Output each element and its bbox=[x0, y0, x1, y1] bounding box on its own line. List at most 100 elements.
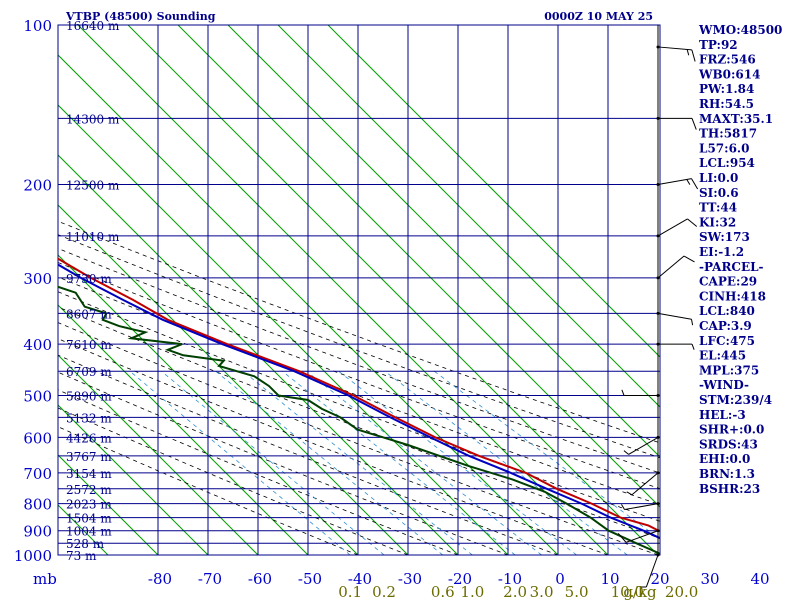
pressure-tick-label: 1000 bbox=[14, 547, 52, 565]
wind-barb bbox=[621, 502, 660, 511]
index-text: BRN:1.3 bbox=[699, 467, 755, 481]
index-text: HEL:-3 bbox=[699, 408, 746, 422]
temperature-tick-label: -50 bbox=[298, 570, 322, 588]
height-label: 3767 m bbox=[66, 450, 112, 464]
wind-barb-staff bbox=[645, 554, 659, 588]
wind-barb-staff bbox=[628, 436, 659, 455]
parcel-profile bbox=[58, 263, 660, 540]
isotherm-line bbox=[58, 354, 259, 555]
height-label: 6709 m bbox=[66, 365, 112, 379]
wind-barb-dot bbox=[656, 234, 660, 238]
wind-barb-dot bbox=[656, 183, 660, 187]
wind-barb-staff bbox=[631, 472, 659, 496]
wind-barb-staff bbox=[625, 530, 659, 543]
index-text: SI:0.6 bbox=[699, 186, 739, 200]
height-label: 1004 m bbox=[66, 525, 112, 539]
height-label: 9730 m bbox=[66, 272, 112, 286]
height-label: 73 m bbox=[66, 549, 97, 563]
pressure-tick-label: 900 bbox=[23, 523, 52, 541]
index-text: TP:92 bbox=[699, 38, 738, 52]
wind-barb-dot bbox=[656, 502, 660, 506]
wind-barb bbox=[656, 45, 696, 62]
wind-barb-flag bbox=[683, 255, 695, 263]
index-text: CAP:3.9 bbox=[699, 319, 752, 333]
temperature-tick-label: -60 bbox=[248, 570, 272, 588]
index-text: BSHR:23 bbox=[699, 482, 760, 496]
mixing-ratio-label: 5.0 bbox=[565, 583, 589, 600]
dry-adiabat-line bbox=[58, 262, 660, 490]
height-label: 5890 m bbox=[66, 389, 112, 403]
index-text: SRDS:43 bbox=[699, 437, 758, 451]
index-text: STM:239/4 bbox=[699, 393, 772, 407]
profile-lines bbox=[58, 257, 660, 555]
wind-barb bbox=[656, 178, 699, 190]
pressure-tick-label: 800 bbox=[23, 496, 52, 514]
wind-barbs bbox=[617, 25, 699, 588]
wind-barb bbox=[656, 342, 695, 350]
index-text: EI:-1.2 bbox=[699, 245, 744, 259]
mixing-ratio-label: 0.6 bbox=[431, 583, 455, 600]
temperature-tick-label: 30 bbox=[700, 570, 719, 588]
pressure-tick-label: 400 bbox=[23, 336, 52, 354]
index-text: SHR+:0.0 bbox=[699, 423, 764, 437]
wind-barb bbox=[626, 471, 660, 496]
pressure-tick-label: 600 bbox=[23, 429, 52, 447]
wind-barb bbox=[621, 389, 660, 397]
index-text: TH:5817 bbox=[699, 127, 757, 141]
wind-barb-dot bbox=[656, 529, 660, 533]
wind-barb-dot bbox=[656, 553, 660, 557]
height-label: 16640 m bbox=[66, 19, 120, 33]
height-label: 5132 m bbox=[66, 411, 112, 425]
mixing-ratio-line bbox=[215, 370, 444, 555]
pressure-tick-label: 700 bbox=[23, 465, 52, 483]
wind-barb bbox=[640, 553, 660, 588]
index-text: WMO:48500 bbox=[698, 23, 782, 37]
wind-barb bbox=[656, 218, 698, 238]
wind-barb bbox=[617, 529, 660, 543]
wind-barb-flag bbox=[686, 49, 690, 56]
wind-barb-flag bbox=[687, 218, 698, 227]
isotherm-line bbox=[127, 25, 659, 555]
dry-adiabat-line bbox=[58, 220, 660, 444]
mixing-ratio-label: 3.0 bbox=[530, 583, 554, 600]
mixing-ratio-label: 1.0 bbox=[460, 583, 484, 600]
temperature-tick-label: -20 bbox=[448, 570, 472, 588]
temperature-tick-label: -30 bbox=[398, 570, 422, 588]
mixing-ratio-line bbox=[306, 370, 542, 555]
temperature-tick-label: 20 bbox=[650, 570, 669, 588]
index-text: EL:445 bbox=[699, 349, 746, 363]
wind-barb bbox=[656, 311, 694, 326]
temperature-tick-label: 0 bbox=[555, 570, 565, 588]
mixing-ratio-line bbox=[242, 370, 473, 555]
index-text: CINH:418 bbox=[699, 289, 766, 303]
index-text: RH:54.5 bbox=[699, 97, 754, 111]
isotherm-line bbox=[77, 25, 609, 555]
wind-barb-staff bbox=[624, 503, 659, 511]
height-label: 12500 m bbox=[66, 179, 120, 193]
wind-barb-dot bbox=[656, 471, 660, 475]
index-text: MPL:375 bbox=[699, 363, 759, 377]
x-unit-label: mb bbox=[33, 570, 57, 588]
wind-barb-staff bbox=[657, 218, 688, 237]
wind-barb-dot bbox=[656, 311, 660, 315]
mixing-ratio-line bbox=[129, 370, 351, 555]
temperature-tick-label: -10 bbox=[498, 570, 522, 588]
index-text: WB0:614 bbox=[698, 67, 760, 81]
index-text: EHI:0.0 bbox=[699, 452, 750, 466]
wind-barb-staff bbox=[657, 255, 685, 279]
index-text: MAXT:35.1 bbox=[699, 112, 773, 126]
diagnostic-lines bbox=[58, 25, 660, 555]
wind-barb-flag bbox=[691, 118, 697, 130]
dry-adiabat-line bbox=[58, 234, 660, 459]
wind-barb-flag bbox=[623, 450, 629, 455]
isotherm-line bbox=[58, 304, 309, 555]
wind-barb-staff bbox=[657, 312, 692, 320]
wind-barb-flag bbox=[691, 343, 695, 350]
index-text: KI:32 bbox=[699, 215, 736, 229]
wind-barb bbox=[656, 116, 697, 130]
wind-barb-dot bbox=[656, 435, 660, 439]
wind-barb-flag bbox=[621, 504, 625, 510]
wind-barb-flag bbox=[686, 179, 691, 185]
